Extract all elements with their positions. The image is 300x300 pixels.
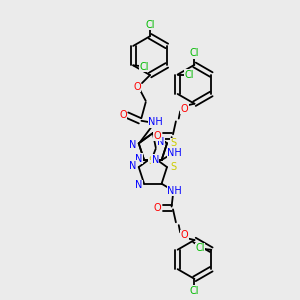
Text: N: N (157, 137, 164, 147)
Text: N: N (129, 161, 137, 171)
Text: Cl: Cl (195, 243, 205, 253)
Text: N: N (135, 154, 142, 164)
Text: O: O (154, 203, 161, 213)
Text: O: O (154, 131, 161, 141)
Text: O: O (119, 110, 127, 120)
Text: Cl: Cl (184, 70, 194, 80)
Text: O: O (133, 82, 141, 92)
Text: Cl: Cl (145, 20, 155, 30)
Text: Cl: Cl (190, 286, 199, 296)
Text: NH: NH (148, 117, 163, 127)
Text: NH: NH (167, 186, 182, 196)
Text: N: N (135, 180, 142, 190)
Text: O: O (181, 103, 188, 113)
Text: S: S (170, 162, 176, 172)
Text: S: S (148, 156, 154, 167)
Text: N: N (129, 140, 137, 150)
Text: Cl: Cl (190, 48, 199, 59)
Text: O: O (181, 230, 188, 240)
Text: Cl: Cl (139, 62, 149, 72)
Text: N: N (152, 155, 159, 165)
Text: S: S (170, 138, 176, 148)
Text: NH: NH (167, 148, 182, 158)
